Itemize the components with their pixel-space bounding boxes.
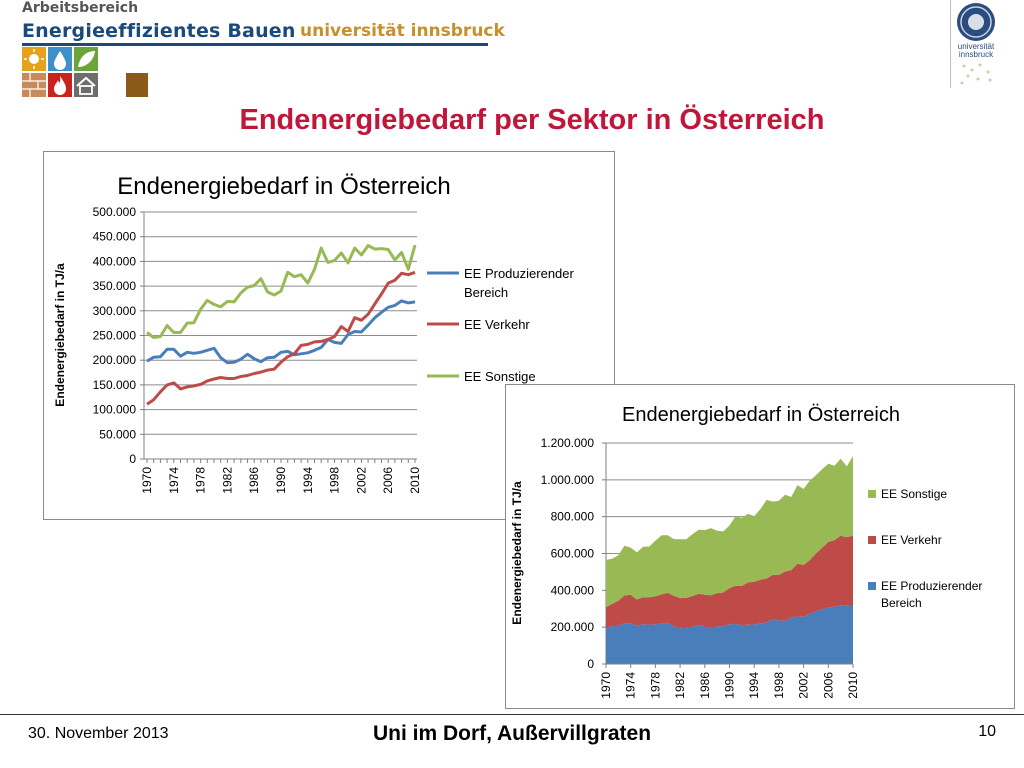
y-tick-label: 200.000 — [93, 353, 137, 367]
page-number: 10 — [978, 723, 996, 740]
x-tick-label: 1974 — [624, 672, 638, 699]
x-tick-label: 2006 — [381, 467, 395, 494]
university-seal: universität innsbruck — [950, 0, 1002, 88]
y-tick-label: 50.000 — [99, 427, 136, 441]
y-axis-label: Endenergiebedarf in TJ/a — [510, 481, 524, 625]
header-rule — [22, 43, 488, 46]
y-tick-label: 350.000 — [93, 279, 137, 293]
x-tick-label: 2006 — [821, 672, 835, 699]
brick-wall-icon — [22, 73, 46, 97]
x-tick-label: 1986 — [698, 672, 712, 699]
series-lines — [146, 244, 417, 406]
y-tick-label: 1.200.000 — [541, 436, 595, 450]
legend-label: EE Verkehr — [464, 317, 530, 332]
water-drop-icon — [48, 47, 72, 71]
house-icon — [74, 73, 98, 97]
x-tick-label: 2010 — [846, 672, 860, 699]
legend-swatch — [868, 490, 876, 498]
header-department: Arbeitsbereich — [22, 0, 139, 16]
x-axis-ticks: 1970 1974 1978 1982 1986 1990 1994 1998 2002 2006… — [599, 664, 860, 699]
x-tick-label: 1990 — [723, 672, 737, 699]
y-tick-label: 150.000 — [93, 378, 137, 392]
x-tick-label: 1986 — [247, 467, 261, 494]
x-tick-label: 1990 — [274, 467, 288, 494]
gridlines — [140, 211, 417, 460]
y-axis-label: Endenergiebedarf in TJ/a — [53, 263, 67, 407]
x-tick-label: 1994 — [301, 467, 315, 494]
x-axis-ticks: 1970 1974 1978 1982 1986 1990 1994 1998 2002 2006… — [140, 459, 422, 494]
x-tick-label: 1970 — [599, 672, 613, 699]
y-tick-label: 250.000 — [93, 329, 137, 343]
x-tick-label: 1982 — [220, 467, 234, 494]
y-tick-label: 400.000 — [551, 583, 595, 597]
stacked-area — [606, 456, 853, 608]
x-tick-label: 1970 — [140, 467, 154, 494]
y-axis-ticks: 0 50.000 100.000 150.000 200.000 250.000 300.0… — [93, 205, 137, 466]
legend-label: EE Sonstige — [881, 487, 947, 501]
sun-icon — [22, 47, 46, 71]
legend-swatch — [868, 536, 876, 544]
y-tick-label: 450.000 — [93, 230, 137, 244]
leaf-icon — [74, 47, 98, 71]
flame-icon — [48, 73, 72, 97]
y-tick-label: 500.000 — [93, 205, 137, 219]
svg-text:innsbruck: innsbruck — [959, 50, 994, 59]
stacked-area — [606, 605, 853, 664]
y-axis-ticks: 0 200.000 400.000 600.000 800.000 1.000.000 1.… — [541, 436, 595, 671]
area-chart: Endenergiebedarf in Österreich Endenergi… — [510, 404, 982, 699]
legend: EE Produzierender Bereich EE Verkehr EE Son… — [427, 266, 575, 384]
blank-tile — [100, 73, 124, 97]
y-tick-label: 200.000 — [551, 620, 595, 634]
x-tick-label: 1974 — [167, 467, 181, 494]
x-tick-label: 2002 — [797, 672, 811, 699]
area-chart-container: Endenergiebedarf in Österreich Endenergi… — [505, 384, 1015, 709]
legend-label: EE Sonstige — [464, 369, 536, 384]
x-tick-label: 1978 — [194, 467, 208, 494]
header-university: universität innsbruck — [300, 21, 505, 41]
stacked-areas — [606, 456, 853, 665]
footer-event: Uni im Dorf, Außervillgraten — [372, 722, 652, 745]
y-tick-label: 600.000 — [551, 547, 595, 561]
x-tick-label: 2010 — [408, 467, 422, 494]
x-tick-label: 1998 — [772, 672, 786, 699]
legend-swatch — [868, 582, 876, 590]
legend-label: EE Produzierender Bereich — [464, 266, 575, 300]
x-tick-label: 2002 — [354, 467, 368, 494]
series-line — [146, 270, 416, 406]
header-icon-grid — [22, 45, 148, 97]
stacked-area — [606, 535, 853, 629]
chart-title: Endenergiebedarf in Österreich — [622, 404, 900, 426]
line-chart: Endenergiebedarf in Österreich Endenergi… — [53, 173, 575, 494]
x-tick-label: 1998 — [328, 467, 342, 494]
y-tick-label: 300.000 — [93, 304, 137, 318]
series-line — [146, 299, 416, 365]
slide-title: Endenergiebedarf per Sektor in Österreic… — [239, 104, 825, 136]
y-tick-label: 800.000 — [551, 510, 595, 524]
chart-title: Endenergiebedarf in Österreich — [117, 173, 451, 200]
x-tick-label: 1994 — [747, 672, 761, 699]
header-icons — [22, 47, 148, 97]
legend-label: EE Produzierender Bereich — [881, 579, 982, 610]
y-tick-label: 0 — [587, 657, 594, 671]
brown-tile — [126, 73, 148, 97]
y-tick-label: 400.000 — [93, 254, 137, 268]
footer-date: 30. November 2013 — [28, 725, 169, 742]
legend-label: EE Verkehr — [881, 533, 942, 547]
y-tick-label: 100.000 — [93, 403, 137, 417]
footer-rule — [0, 714, 1024, 715]
y-tick-label: 0 — [129, 452, 136, 466]
x-tick-label: 1978 — [648, 672, 662, 699]
legend: EE Sonstige EE Verkehr EE Produzierender Be… — [868, 487, 982, 610]
series-line — [146, 244, 417, 339]
seal-text: universität — [958, 42, 995, 51]
header-title: Energieeffizientes Bauen — [22, 20, 296, 42]
x-tick-label: 1982 — [673, 672, 687, 699]
y-tick-label: 1.000.000 — [541, 473, 595, 487]
